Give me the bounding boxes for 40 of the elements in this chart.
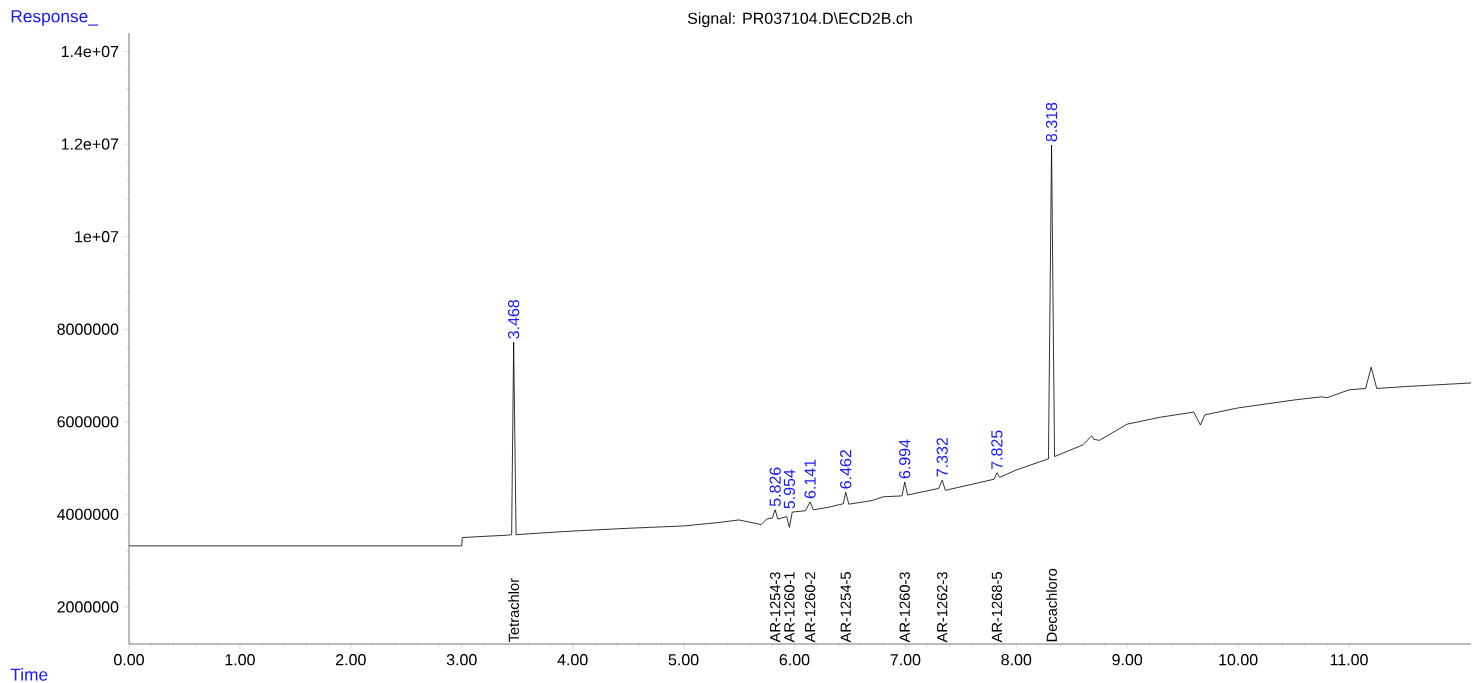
annotation: 6.462 bbox=[840, 450, 852, 489]
x-tick-label: 11.00 bbox=[1330, 654, 1368, 666]
y-tick-label: 8000000 bbox=[57, 323, 119, 335]
annotation: AR-1260-1 bbox=[784, 572, 795, 643]
x-tick-label: 4.00 bbox=[557, 654, 588, 666]
y-tick-label: 2000000 bbox=[57, 601, 119, 613]
annotation: AR-1268-5 bbox=[991, 572, 1003, 643]
x-tick-label: 3.00 bbox=[446, 654, 477, 666]
y-tick-label: 1e+07 bbox=[75, 231, 119, 243]
x-tick-label: 9.00 bbox=[1112, 654, 1143, 666]
annotation: 3.468 bbox=[507, 299, 520, 339]
y-tick-label: 6000000 bbox=[57, 416, 119, 428]
x-tick-label: 2.00 bbox=[336, 654, 366, 666]
x-axis-title: Time bbox=[10, 668, 48, 681]
annotation: AR-1260-2 bbox=[804, 572, 816, 643]
annotation: AR-1254-3 bbox=[769, 572, 781, 643]
annotation: AR-1254-5 bbox=[840, 572, 851, 643]
y-tick-label: 4000000 bbox=[57, 508, 119, 521]
annotation: AR-1260-3 bbox=[899, 572, 910, 643]
chart-title: Signal: PR037104.D\ECD2B.ch bbox=[687, 12, 912, 28]
annotation: Tetrachlor bbox=[508, 578, 520, 643]
x-tick-label: 8.00 bbox=[1001, 654, 1032, 666]
annotation: 5.826 bbox=[769, 467, 781, 507]
y-axis-title: Response_ bbox=[11, 10, 99, 26]
annotation: AR-1262-3 bbox=[937, 572, 948, 643]
x-tick-label: 1.00 bbox=[225, 654, 255, 666]
x-tick-label: 0.00 bbox=[114, 654, 144, 666]
annotation: 7.332 bbox=[936, 437, 948, 477]
x-tick-label: 6.00 bbox=[779, 654, 810, 666]
annotation: 7.825 bbox=[991, 430, 1003, 469]
annotation: 6.141 bbox=[804, 459, 816, 499]
x-tick-label: 7.00 bbox=[890, 654, 921, 666]
annotation: 6.994 bbox=[899, 439, 911, 479]
annotation: Decachloro bbox=[1046, 568, 1057, 642]
y-tick-label: 1.4e+07 bbox=[61, 45, 119, 58]
x-tick-label: 5.00 bbox=[668, 654, 699, 666]
y-tick-label: 1.2e+07 bbox=[61, 138, 119, 150]
annotation: 5.954 bbox=[783, 469, 796, 509]
annotation: 8.318 bbox=[1045, 102, 1058, 142]
x-tick-label: 10.00 bbox=[1219, 654, 1258, 666]
